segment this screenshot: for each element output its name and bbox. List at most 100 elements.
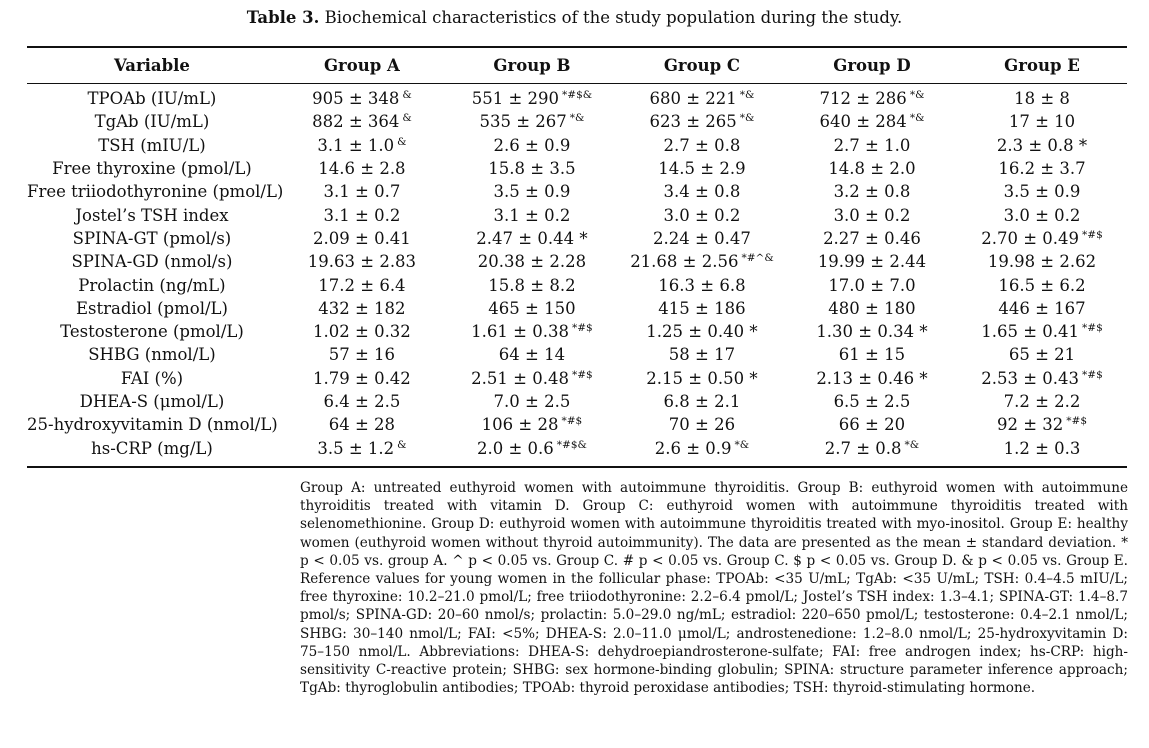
cell-value: 2.13 ± 0.46 * [816,368,928,388]
group-d-cell: 640 ± 284 *& [787,110,957,133]
group-c-cell: 2.6 ± 0.9 *& [617,436,787,459]
group-d-cell: 1.30 ± 0.34 * [787,320,957,343]
group-e-cell: 2.3 ± 0.8 * [957,134,1127,157]
bottom-rule [27,466,1127,468]
significance-marker: & [397,135,407,148]
cell-value: 2.6 ± 0.9 [493,135,571,155]
group-e-cell: 17 ± 10 [957,110,1127,133]
cell-value: 2.15 ± 0.50 * [646,368,758,388]
cell-value: 432 ± 182 [318,298,406,318]
group-c-cell: 2.7 ± 0.8 [617,134,787,157]
table-row: 25-hydroxyvitamin D (nmol/L) 64 ± 28 106 ±… [27,413,1127,436]
group-b-cell: 7.0 ± 2.5 [447,390,617,413]
variable-cell: SHBG (nmol/L) [88,345,216,365]
cell-value: 15.8 ± 3.5 [488,159,576,179]
group-e-cell: 18 ± 8 [957,83,1127,110]
top-rule [27,46,1127,48]
table-row: Prolactin (ng/mL) 17.2 ± 6.4 15.8 ± 8.2 16.… [27,273,1127,296]
cell-value: 1.25 ± 0.40 * [646,322,758,342]
header-rule [27,83,1127,84]
group-b-cell: 20.38 ± 2.28 [447,250,617,273]
table-row: TPOAb (IU/mL) 905 ± 348 & 551 ± 290 *#$& 680 … [27,83,1127,110]
significance-marker: *& [734,438,750,451]
cell-value: 66 ± 20 [838,415,906,435]
group-e-cell: 92 ± 32 *#$ [957,413,1127,436]
cell-value: 446 ± 167 [998,298,1086,318]
cell-value: 3.1 ± 0.2 [493,205,571,225]
cell-value: 2.51 ± 0.48 [471,368,569,388]
group-c-cell: 58 ± 17 [617,343,787,366]
variable-cell: Testosterone (pmol/L) [60,322,244,342]
cell-value: 535 ± 267 [479,112,567,132]
significance-marker: *& [569,112,585,125]
cell-value: 18 ± 8 [1014,89,1070,109]
group-d-cell: 19.99 ± 2.44 [787,250,957,273]
significance-marker: *#$ [1066,415,1087,428]
group-e-cell: 65 ± 21 [957,343,1127,366]
cell-value: 2.70 ± 0.49 [981,228,1080,248]
header-group-c: Group C [663,55,741,75]
cell-value: 3.1 ± 0.7 [323,182,401,202]
cell-value: 57 ± 16 [328,345,396,365]
cell-value: 3.2 ± 0.8 [833,182,911,202]
group-a-cell: 3.1 ± 0.2 [277,203,447,226]
group-a-cell: 19.63 ± 2.83 [277,250,447,273]
cell-value: 21.68 ± 2.56 [630,252,739,272]
cell-value: 16.2 ± 3.7 [998,159,1086,179]
variable-cell: SPINA-GT (pmol/s) [72,228,232,248]
group-c-cell: 14.5 ± 2.9 [617,157,787,180]
cell-value: 15.8 ± 8.2 [488,275,576,295]
cell-value: 3.5 ± 1.2 [317,438,395,458]
cell-value: 480 ± 180 [828,298,916,318]
cell-value: 3.1 ± 1.0 [317,135,395,155]
group-a-cell: 64 ± 28 [277,413,447,436]
cell-value: 680 ± 221 [649,89,737,109]
significance-marker: *& [739,112,755,125]
header-group-d: Group D [833,55,911,75]
cell-value: 65 ± 21 [1008,345,1076,365]
header-row: Variable Group A Group B Group C Group D… [27,47,1127,83]
cell-value: 415 ± 186 [658,298,746,318]
table-row: Free thyroxine (pmol/L) 14.6 ± 2.8 15.8 ± … [27,157,1127,180]
group-e-cell: 1.65 ± 0.41 *#$ [957,320,1127,343]
group-a-cell: 3.1 ± 0.7 [277,180,447,203]
cell-value: 465 ± 150 [488,298,576,318]
variable-cell: FAI (%) [120,368,184,388]
group-b-cell: 15.8 ± 3.5 [447,157,617,180]
significance-marker: *& [739,89,755,102]
cell-value: 882 ± 364 [312,112,400,132]
group-b-cell: 106 ± 28 *#$ [447,413,617,436]
cell-value: 64 ± 14 [498,345,566,365]
cell-value: 16.3 ± 6.8 [658,275,746,295]
cell-value: 7.2 ± 2.2 [1003,392,1081,411]
table-title: Biochemical characteristics of the study… [324,8,903,27]
group-c-cell: 623 ± 265 *& [617,110,787,133]
significance-marker: *& [909,89,925,102]
table-row: FAI (%) 1.79 ± 0.42 2.51 ± 0.48 *#$ 2.15 ± 0… [27,367,1127,390]
cell-value: 1.61 ± 0.38 [471,322,569,342]
significance-marker: *#$ [1082,368,1103,381]
significance-marker: *& [909,112,925,125]
group-e-cell: 1.2 ± 0.3 [957,436,1127,459]
cell-value: 2.3 ± 0.8 * [996,135,1088,155]
significance-note-c-caret: ^ p < 0.05 vs. Group C. [452,552,619,569]
table-row: SHBG (nmol/L) 57 ± 16 64 ± 14 58 ± 17 61 ± 1… [27,343,1127,366]
reference-values-note: Reference values for young women in the … [300,571,1128,660]
header-group-b: Group B [493,55,571,75]
group-b-cell: 465 ± 150 [447,297,617,320]
table-caption: Table 3. Biochemical characteristics of … [0,8,1149,27]
significance-marker: *#$ [1082,228,1103,241]
table-row: Testosterone (pmol/L) 1.02 ± 0.32 1.61 ± 0… [27,320,1127,343]
significance-marker: *#$& [556,438,587,451]
cell-value: 64 ± 28 [328,415,396,435]
cell-value: 3.0 ± 0.2 [833,205,911,225]
group-d-cell: 2.27 ± 0.46 [787,227,957,250]
group-e-cell: 16.2 ± 3.7 [957,157,1127,180]
variable-cell: Free triiodothyronine (pmol/L) [27,182,284,202]
table-row: Free triiodothyronine (pmol/L) 3.1 ± 0.7 3… [27,180,1127,203]
group-e-cell: 446 ± 167 [957,297,1127,320]
cell-value: 2.27 ± 0.46 [823,228,921,248]
group-c-cell: 2.15 ± 0.50 * [617,367,787,390]
cell-value: 17 ± 10 [1008,112,1076,132]
significance-marker: *#$ [571,322,593,335]
